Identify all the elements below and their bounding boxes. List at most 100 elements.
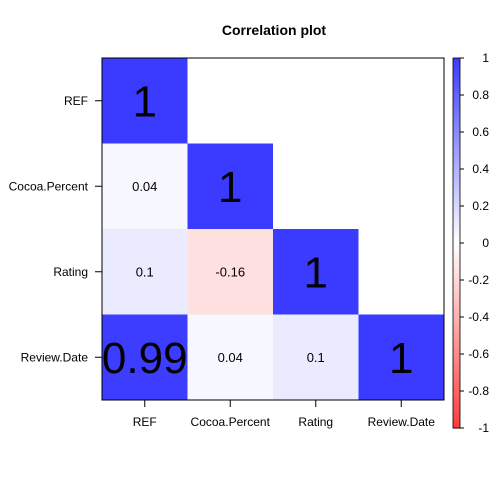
colorbar-segment — [453, 183, 460, 187]
cell-value-label: 0.04 — [132, 179, 157, 194]
x-tick-label: REF — [133, 415, 157, 429]
colorbar-segment — [453, 176, 460, 179]
colorbar-segment — [453, 193, 460, 196]
colorbar-segment — [453, 337, 460, 340]
colorbar-segment — [453, 235, 460, 239]
colorbar-segment — [453, 407, 460, 411]
colorbar-segment — [453, 354, 460, 357]
colorbar-segment — [453, 154, 460, 157]
colorbar-segment — [453, 198, 460, 202]
colorbar-segment — [453, 296, 460, 300]
colorbar-segment — [453, 426, 460, 429]
plot-frame — [101, 57, 445, 401]
colorbar-segment — [453, 292, 460, 296]
colorbar-tick-label: 0 — [482, 236, 489, 250]
cell-value-label: 0.1 — [136, 264, 154, 279]
colorbar-segment — [453, 396, 460, 399]
colorbar-segment — [453, 231, 460, 235]
colorbar-segment — [453, 352, 460, 355]
x-tick-label: Rating — [298, 415, 333, 429]
colorbar-segment — [453, 237, 460, 240]
colorbar-segment — [453, 202, 460, 205]
colorbar-tick-label: -0.6 — [468, 347, 489, 361]
colorbar-segment — [453, 280, 460, 283]
colorbar-segment — [453, 328, 460, 331]
colorbar-segment — [453, 402, 460, 405]
colorbar-segment — [453, 137, 460, 140]
colorbar-segment — [453, 246, 460, 250]
colorbar: 1 0.8 0.6 0.4 0.2 0 -0.2 -0.4 -0.6 -0.8 -1 — [452, 51, 489, 435]
colorbar-segment — [453, 209, 460, 213]
colorbar-segment — [453, 91, 460, 94]
colorbar-tick-label: 0.4 — [472, 162, 489, 176]
colorbar-segment — [453, 243, 460, 246]
colorbar-segment — [453, 222, 460, 226]
colorbar-segment — [453, 255, 460, 259]
colorbar-segment — [453, 361, 460, 364]
colorbar-segment — [453, 96, 460, 100]
colorbar-segment — [453, 278, 460, 281]
colorbar-segment — [453, 422, 460, 425]
cell-value-label: 0.1 — [307, 350, 325, 365]
colorbar-segment — [453, 285, 460, 288]
colorbar-segment — [453, 335, 460, 338]
colorbar-segment — [453, 124, 460, 128]
colorbar-segment — [453, 411, 460, 414]
colorbar-segment — [453, 379, 460, 383]
colorbar-segment — [453, 196, 460, 200]
colorbar-segment — [453, 311, 460, 314]
colorbar-segment — [453, 317, 460, 320]
colorbar-segment — [453, 189, 460, 192]
colorbar-segment — [453, 139, 460, 142]
colorbar-segment — [453, 115, 460, 118]
colorbar-segment — [453, 378, 460, 381]
colorbar-segment — [453, 226, 460, 229]
colorbar-segment — [453, 368, 460, 372]
colorbar-segment — [453, 387, 460, 390]
colorbar-segment — [453, 150, 460, 153]
colorbar-segment — [453, 87, 460, 91]
colorbar-segment — [453, 133, 460, 137]
colorbar-segment — [453, 187, 460, 190]
colorbar-segment — [453, 204, 460, 207]
colorbar-segment — [453, 307, 460, 311]
colorbar-segment — [453, 72, 460, 76]
colorbar-tick-label: -0.2 — [468, 273, 489, 287]
colorbar-segment — [453, 191, 460, 194]
colorbar-tick-label: -0.4 — [468, 310, 489, 324]
colorbar-segment — [453, 239, 460, 242]
cell-value-label: 0.04 — [218, 350, 243, 365]
colorbar-segment — [453, 220, 460, 224]
colorbar-segment — [453, 120, 460, 124]
colorbar-segment — [453, 355, 460, 359]
colorbar-segment — [453, 58, 460, 61]
colorbar-segment — [453, 172, 460, 176]
colorbar-segment — [453, 300, 460, 303]
y-tick-label: REF — [64, 94, 88, 108]
colorbar-segment — [453, 405, 460, 409]
colorbar-segment — [453, 181, 460, 185]
cell-value-label: -0.16 — [215, 264, 245, 279]
colorbar-segment — [453, 265, 460, 268]
colorbar-segment — [453, 403, 460, 407]
colorbar-segment — [453, 152, 460, 155]
colorbar-segment — [453, 111, 460, 115]
colorbar-segment — [453, 418, 460, 422]
colorbar-segment — [453, 263, 460, 266]
cells-layer: 1 0.04 1 0.1 -0.16 1 0.99 0.04 0.1 1 — [102, 58, 444, 400]
colorbar-segment — [453, 374, 460, 377]
colorbar-segment — [453, 372, 460, 375]
colorbar-segment — [453, 274, 460, 277]
y-tick-label: Rating — [53, 265, 88, 279]
heatmap-cell — [358, 314, 444, 400]
heatmap-cell — [102, 229, 188, 315]
colorbar-segment — [453, 146, 460, 150]
colorbar-segment — [453, 424, 460, 427]
colorbar-segment — [453, 254, 460, 257]
colorbar-segment — [453, 318, 460, 322]
colorbar-segment — [453, 398, 460, 401]
colorbar-segment — [453, 313, 460, 316]
colorbar-segment — [453, 122, 460, 126]
colorbar-segment — [453, 95, 460, 98]
colorbar-segment — [453, 132, 460, 135]
